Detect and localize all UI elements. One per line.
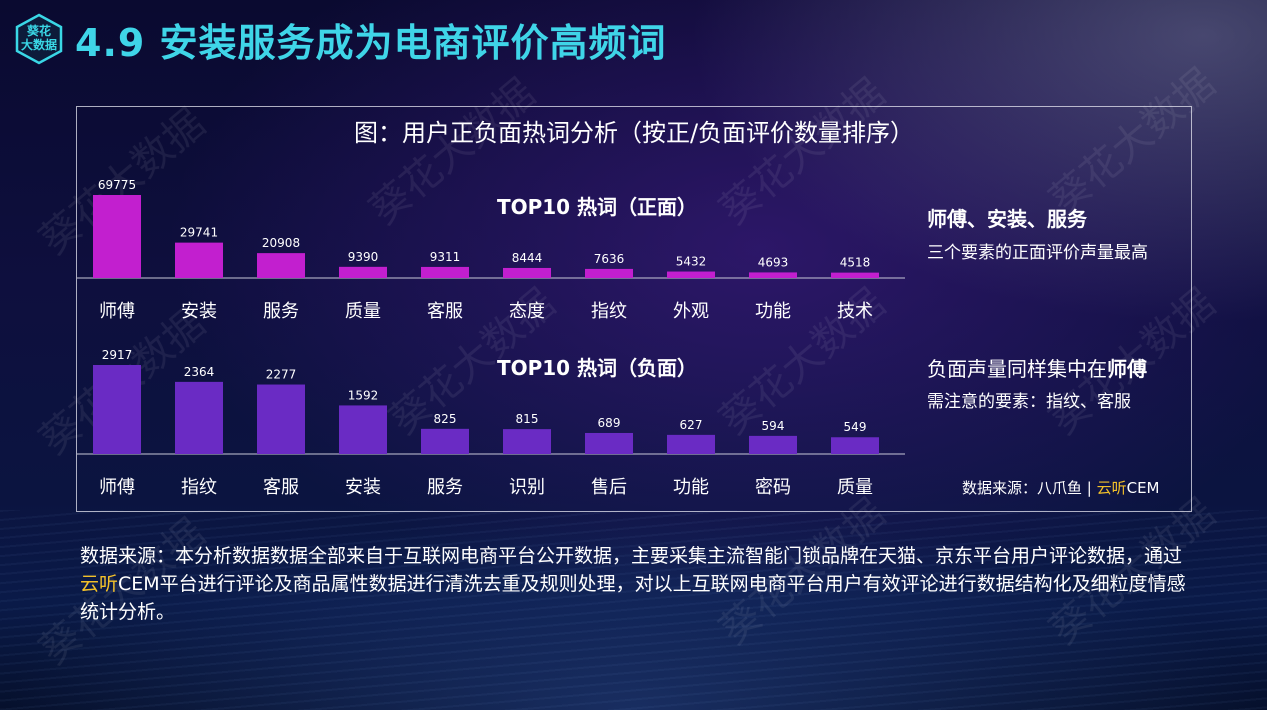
chart-source: 数据来源：八爪鱼 | 云听CEM	[962, 477, 1160, 498]
series-title: TOP10 热词（正面）	[497, 195, 697, 219]
negative-note-heading: 负面声量同样集中在师傅	[927, 353, 1147, 382]
data-label: 29741	[180, 226, 218, 240]
category-label: 售后	[591, 477, 627, 498]
category-label: 客服	[427, 301, 463, 322]
category-label: 质量	[837, 477, 873, 498]
bar	[175, 381, 223, 454]
data-label: 1592	[348, 388, 379, 402]
data-label: 815	[516, 412, 539, 426]
category-label: 指纹	[181, 477, 217, 498]
chart-panel: 图：用户正负面热词分析（按正/负面评价数量排序） TOP10 热词（正面） 697…	[76, 106, 1192, 512]
data-label: 9311	[430, 250, 461, 264]
category-label: 识别	[509, 477, 545, 498]
bar	[175, 242, 223, 278]
data-label: 627	[680, 418, 703, 432]
category-label: 指纹	[591, 301, 627, 322]
data-label: 689	[598, 416, 621, 430]
category-label: 密码	[755, 477, 791, 498]
category-label: 安装	[181, 301, 217, 322]
negative-note-prefix: 负面声量同样集中在	[927, 357, 1107, 381]
data-label: 4693	[758, 255, 789, 269]
bar	[93, 365, 141, 454]
bar	[503, 267, 551, 278]
data-label: 69775	[98, 178, 136, 192]
bar	[585, 268, 633, 278]
category-label: 服务	[427, 477, 463, 498]
bar	[585, 432, 633, 454]
bar	[831, 272, 879, 278]
footer-text-1: 数据来源：本分析数据数据全部来自于互联网电商平台公开数据，主要采集主流智能门锁品…	[80, 545, 1183, 567]
bar	[749, 435, 797, 454]
page-title: 4.9 安装服务成为电商评价高频词	[75, 21, 667, 65]
series-title: TOP10 热词（负面）	[497, 356, 697, 380]
data-label: 20908	[262, 236, 300, 250]
data-label: 5432	[676, 255, 707, 269]
chart-title: 图：用户正负面热词分析（按正/负面评价数量排序）	[353, 119, 915, 147]
bar	[93, 195, 141, 278]
negative-note-bold: 师傅	[1107, 357, 1147, 381]
category-label: 功能	[673, 477, 709, 498]
category-label: 服务	[263, 301, 299, 322]
data-label: 2917	[102, 348, 133, 362]
category-label: 师傅	[99, 301, 135, 322]
logo-text: 大数据	[20, 38, 57, 52]
source-prefix: 数据来源：八爪鱼 |	[962, 479, 1097, 497]
bar-charts: TOP10 热词（正面） 69775 师傅 29741 安装 20908 服务 9390 质量 9…	[77, 178, 905, 498]
bar	[831, 437, 879, 454]
bar	[339, 405, 387, 454]
category-label: 师傅	[99, 477, 135, 498]
category-label: 功能	[755, 301, 791, 322]
brand-logo: 葵花 大数据	[13, 13, 65, 65]
bar	[257, 384, 305, 454]
data-label: 8444	[512, 251, 543, 265]
data-label: 2364	[184, 365, 215, 379]
logo-text: 葵花	[26, 24, 51, 38]
bar	[339, 266, 387, 278]
category-label: 技术	[837, 301, 873, 322]
category-label: 态度	[509, 301, 545, 322]
bar	[667, 434, 715, 454]
source-highlight: 云听	[1096, 479, 1127, 497]
bar	[667, 271, 715, 278]
data-label: 4518	[840, 256, 871, 270]
data-label: 594	[762, 419, 785, 433]
data-label: 9390	[348, 250, 379, 264]
data-label: 825	[434, 412, 457, 426]
bar	[421, 428, 469, 454]
negative-note-text: 需注意的要素：指纹、客服	[927, 392, 1131, 412]
footer-highlight: 云听	[80, 573, 119, 595]
bar	[421, 266, 469, 278]
category-label: 质量	[345, 301, 381, 322]
category-label: 客服	[263, 477, 299, 498]
source-suffix: CEM	[1126, 479, 1160, 497]
positive-note-heading: 师傅、安装、服务	[927, 207, 1087, 231]
category-label: 外观	[673, 301, 709, 322]
category-label: 安装	[345, 477, 381, 498]
positive-note-text: 三个要素的正面评价声量最高	[927, 243, 1148, 263]
bar	[257, 253, 305, 278]
bar	[503, 429, 551, 454]
data-label: 2277	[266, 368, 297, 382]
data-label: 549	[844, 420, 867, 434]
background-waves	[0, 510, 1267, 710]
bar	[749, 272, 797, 278]
data-label: 7636	[594, 252, 625, 266]
footer-text-2: CEM平台进行评论及商品属性数据进行清洗去重及规则处理，对以上互联网电商平台用户…	[80, 573, 1186, 623]
logo-hexagon-icon	[15, 13, 63, 65]
footer-note: 数据来源：本分析数据数据全部来自于互联网电商平台公开数据，主要采集主流智能门锁品…	[80, 542, 1190, 626]
